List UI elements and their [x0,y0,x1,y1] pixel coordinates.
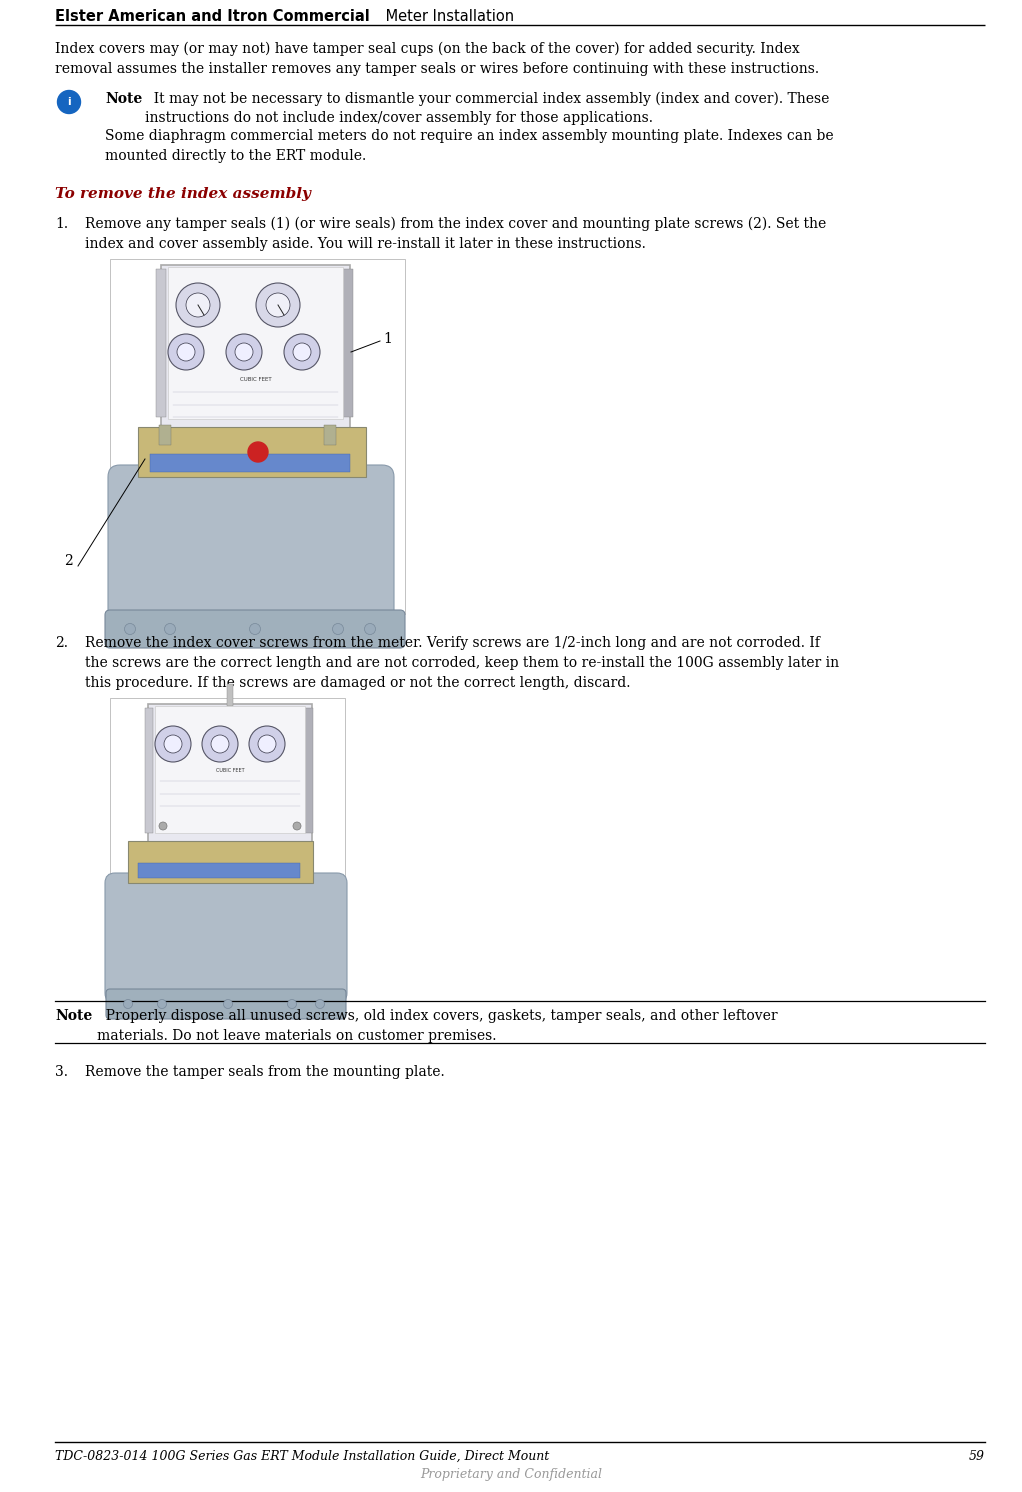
Circle shape [157,1000,167,1009]
Circle shape [249,624,261,634]
Circle shape [168,334,204,370]
Text: To remove the index assembly: To remove the index assembly [55,186,311,201]
Bar [145,709,153,833]
Text: 2: 2 [64,554,73,568]
Circle shape [235,343,253,361]
Circle shape [159,822,167,830]
Text: CUBIC FEET: CUBIC FEET [216,768,244,773]
Circle shape [155,727,191,762]
Circle shape [226,334,262,370]
Bar [168,267,343,419]
Circle shape [176,283,220,327]
Circle shape [258,736,276,753]
Bar [159,425,171,445]
Bar [138,862,300,877]
Circle shape [124,1000,133,1009]
Circle shape [293,343,311,361]
FancyBboxPatch shape [105,610,405,648]
Circle shape [164,736,182,753]
Circle shape [248,442,268,463]
Circle shape [186,292,210,316]
Text: mounted directly to the ERT module.: mounted directly to the ERT module. [105,149,366,163]
Circle shape [211,736,229,753]
Circle shape [177,343,195,361]
Bar [110,698,345,983]
Text: TDC-0823-014 100G Series Gas ERT Module Installation Guide, Direct Mount: TDC-0823-014 100G Series Gas ERT Module … [55,1450,549,1464]
FancyBboxPatch shape [106,989,346,1019]
Text: Properly dispose all unused screws, old index covers, gaskets, tamper seals, and: Properly dispose all unused screws, old … [97,1009,778,1024]
Bar [227,683,233,706]
Circle shape [332,624,343,634]
Text: 1: 1 [383,333,391,346]
Circle shape [256,283,300,327]
Text: the screws are the correct length and are not corroded, keep them to re-install : the screws are the correct length and ar… [85,656,839,670]
Circle shape [57,91,81,113]
Circle shape [316,1000,325,1009]
Circle shape [125,624,136,634]
Bar [343,269,353,416]
Circle shape [365,624,375,634]
FancyBboxPatch shape [148,704,312,843]
Circle shape [224,1000,232,1009]
Text: Some diaphragm commercial meters do not require an index assembly mounting plate: Some diaphragm commercial meters do not … [105,128,834,143]
Text: Proprietary and Confidential: Proprietary and Confidential [420,1468,602,1482]
Circle shape [284,334,320,370]
FancyBboxPatch shape [128,841,313,883]
Bar [324,425,336,445]
FancyBboxPatch shape [108,466,394,627]
FancyBboxPatch shape [105,873,347,1003]
Text: Remove the index cover screws from the meter. Verify screws are 1/2-inch long an: Remove the index cover screws from the m… [85,636,820,651]
Circle shape [249,727,285,762]
Circle shape [293,822,301,830]
Circle shape [165,624,176,634]
Text: CUBIC FEET: CUBIC FEET [240,377,271,382]
Bar [110,260,405,615]
FancyBboxPatch shape [138,427,366,477]
Text: Elster American and Itron Commercial: Elster American and Itron Commercial [55,9,370,24]
Text: Meter Installation: Meter Installation [381,9,514,24]
Text: Index covers may (or may not) have tamper seal cups (on the back of the cover) f: Index covers may (or may not) have tampe… [55,42,800,57]
Text: this procedure. If the screws are damaged or not the correct length, discard.: this procedure. If the screws are damage… [85,676,631,689]
Bar [150,454,350,471]
Text: Note: Note [105,93,142,106]
Bar [305,709,313,833]
Circle shape [266,292,290,316]
Bar [156,269,166,416]
Bar [155,706,305,833]
Text: index and cover assembly aside. You will re-install it later in these instructio: index and cover assembly aside. You will… [85,237,646,251]
FancyBboxPatch shape [161,266,350,430]
Text: 1.: 1. [55,216,68,231]
Text: 2.: 2. [55,636,68,651]
Text: removal assumes the installer removes any tamper seals or wires before continuin: removal assumes the installer removes an… [55,63,819,76]
Text: It may not be necessary to dismantle your commercial index assembly (index and c: It may not be necessary to dismantle you… [145,93,830,125]
Text: 59: 59 [969,1450,985,1464]
Text: i: i [67,97,71,107]
Text: 3.: 3. [55,1065,68,1079]
Circle shape [202,727,238,762]
Circle shape [287,1000,296,1009]
Text: Remove the tamper seals from the mounting plate.: Remove the tamper seals from the mountin… [85,1065,445,1079]
Text: Note: Note [55,1009,92,1024]
Text: Remove any tamper seals (1) (or wire seals) from the index cover and mounting pl: Remove any tamper seals (1) (or wire sea… [85,216,826,231]
Text: materials. Do not leave materials on customer premises.: materials. Do not leave materials on cus… [97,1029,497,1043]
